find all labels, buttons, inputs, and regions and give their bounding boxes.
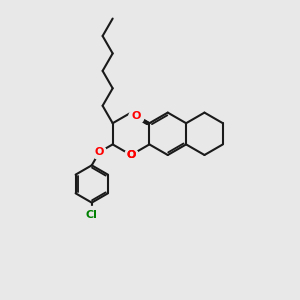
Text: O: O xyxy=(126,150,136,160)
Text: O: O xyxy=(131,110,141,121)
Text: O: O xyxy=(126,150,136,160)
Text: O: O xyxy=(95,147,104,157)
Text: Cl: Cl xyxy=(86,210,98,220)
